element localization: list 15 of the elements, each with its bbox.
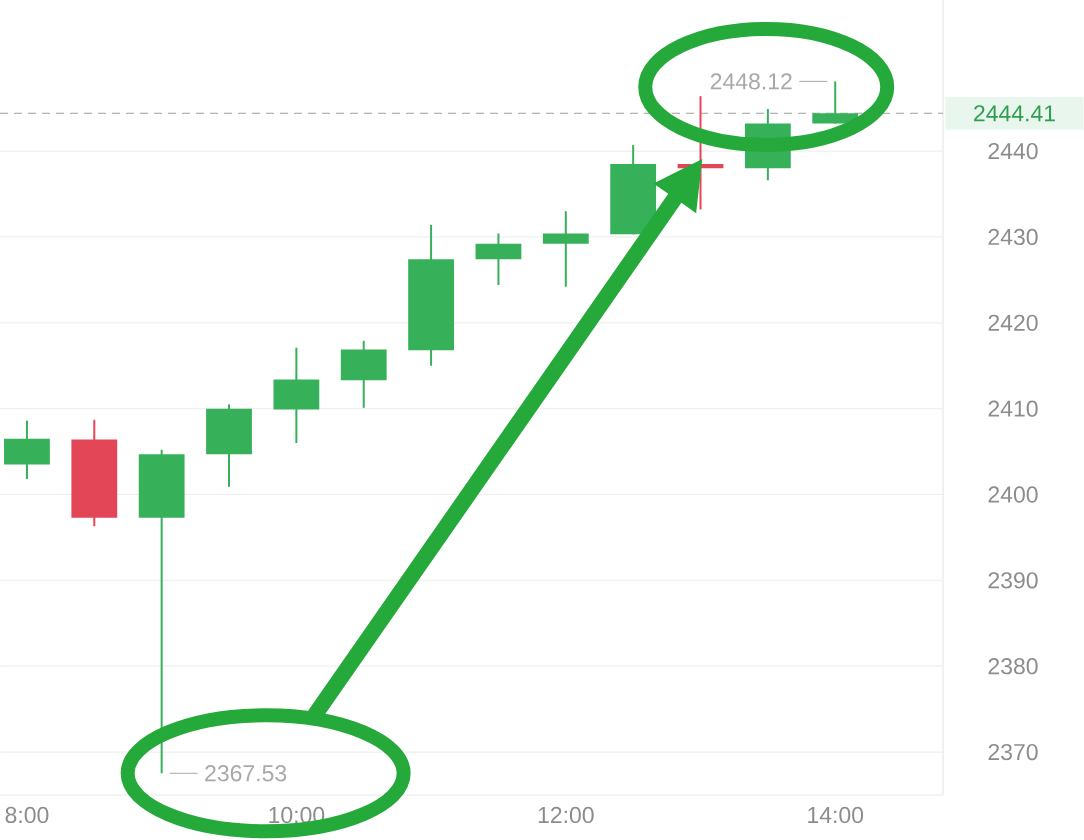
annotation: 2448.12 <box>710 73 792 90</box>
y-tick-label: 2390 <box>988 572 1038 589</box>
y-tick-label: 2430 <box>988 228 1038 246</box>
y-tick-label: 2380 <box>988 658 1038 675</box>
y-tick-label: 2440 <box>988 142 1038 160</box>
y-tick-label: 2420 <box>988 314 1038 331</box>
y-tick-label: 2410 <box>988 400 1038 417</box>
annotation: 2367.53 <box>205 765 287 782</box>
ref-line-label: 2444.41 <box>974 105 1055 122</box>
y-tick-label: 2370 <box>988 743 1038 761</box>
x-tick-label: 8:00 <box>5 806 49 824</box>
y-tick-label: 2400 <box>988 486 1038 503</box>
x-tick-label: 12:00 <box>538 806 594 824</box>
x-tick-label: 14:00 <box>808 806 864 824</box>
candlestick <box>542 210 589 288</box>
